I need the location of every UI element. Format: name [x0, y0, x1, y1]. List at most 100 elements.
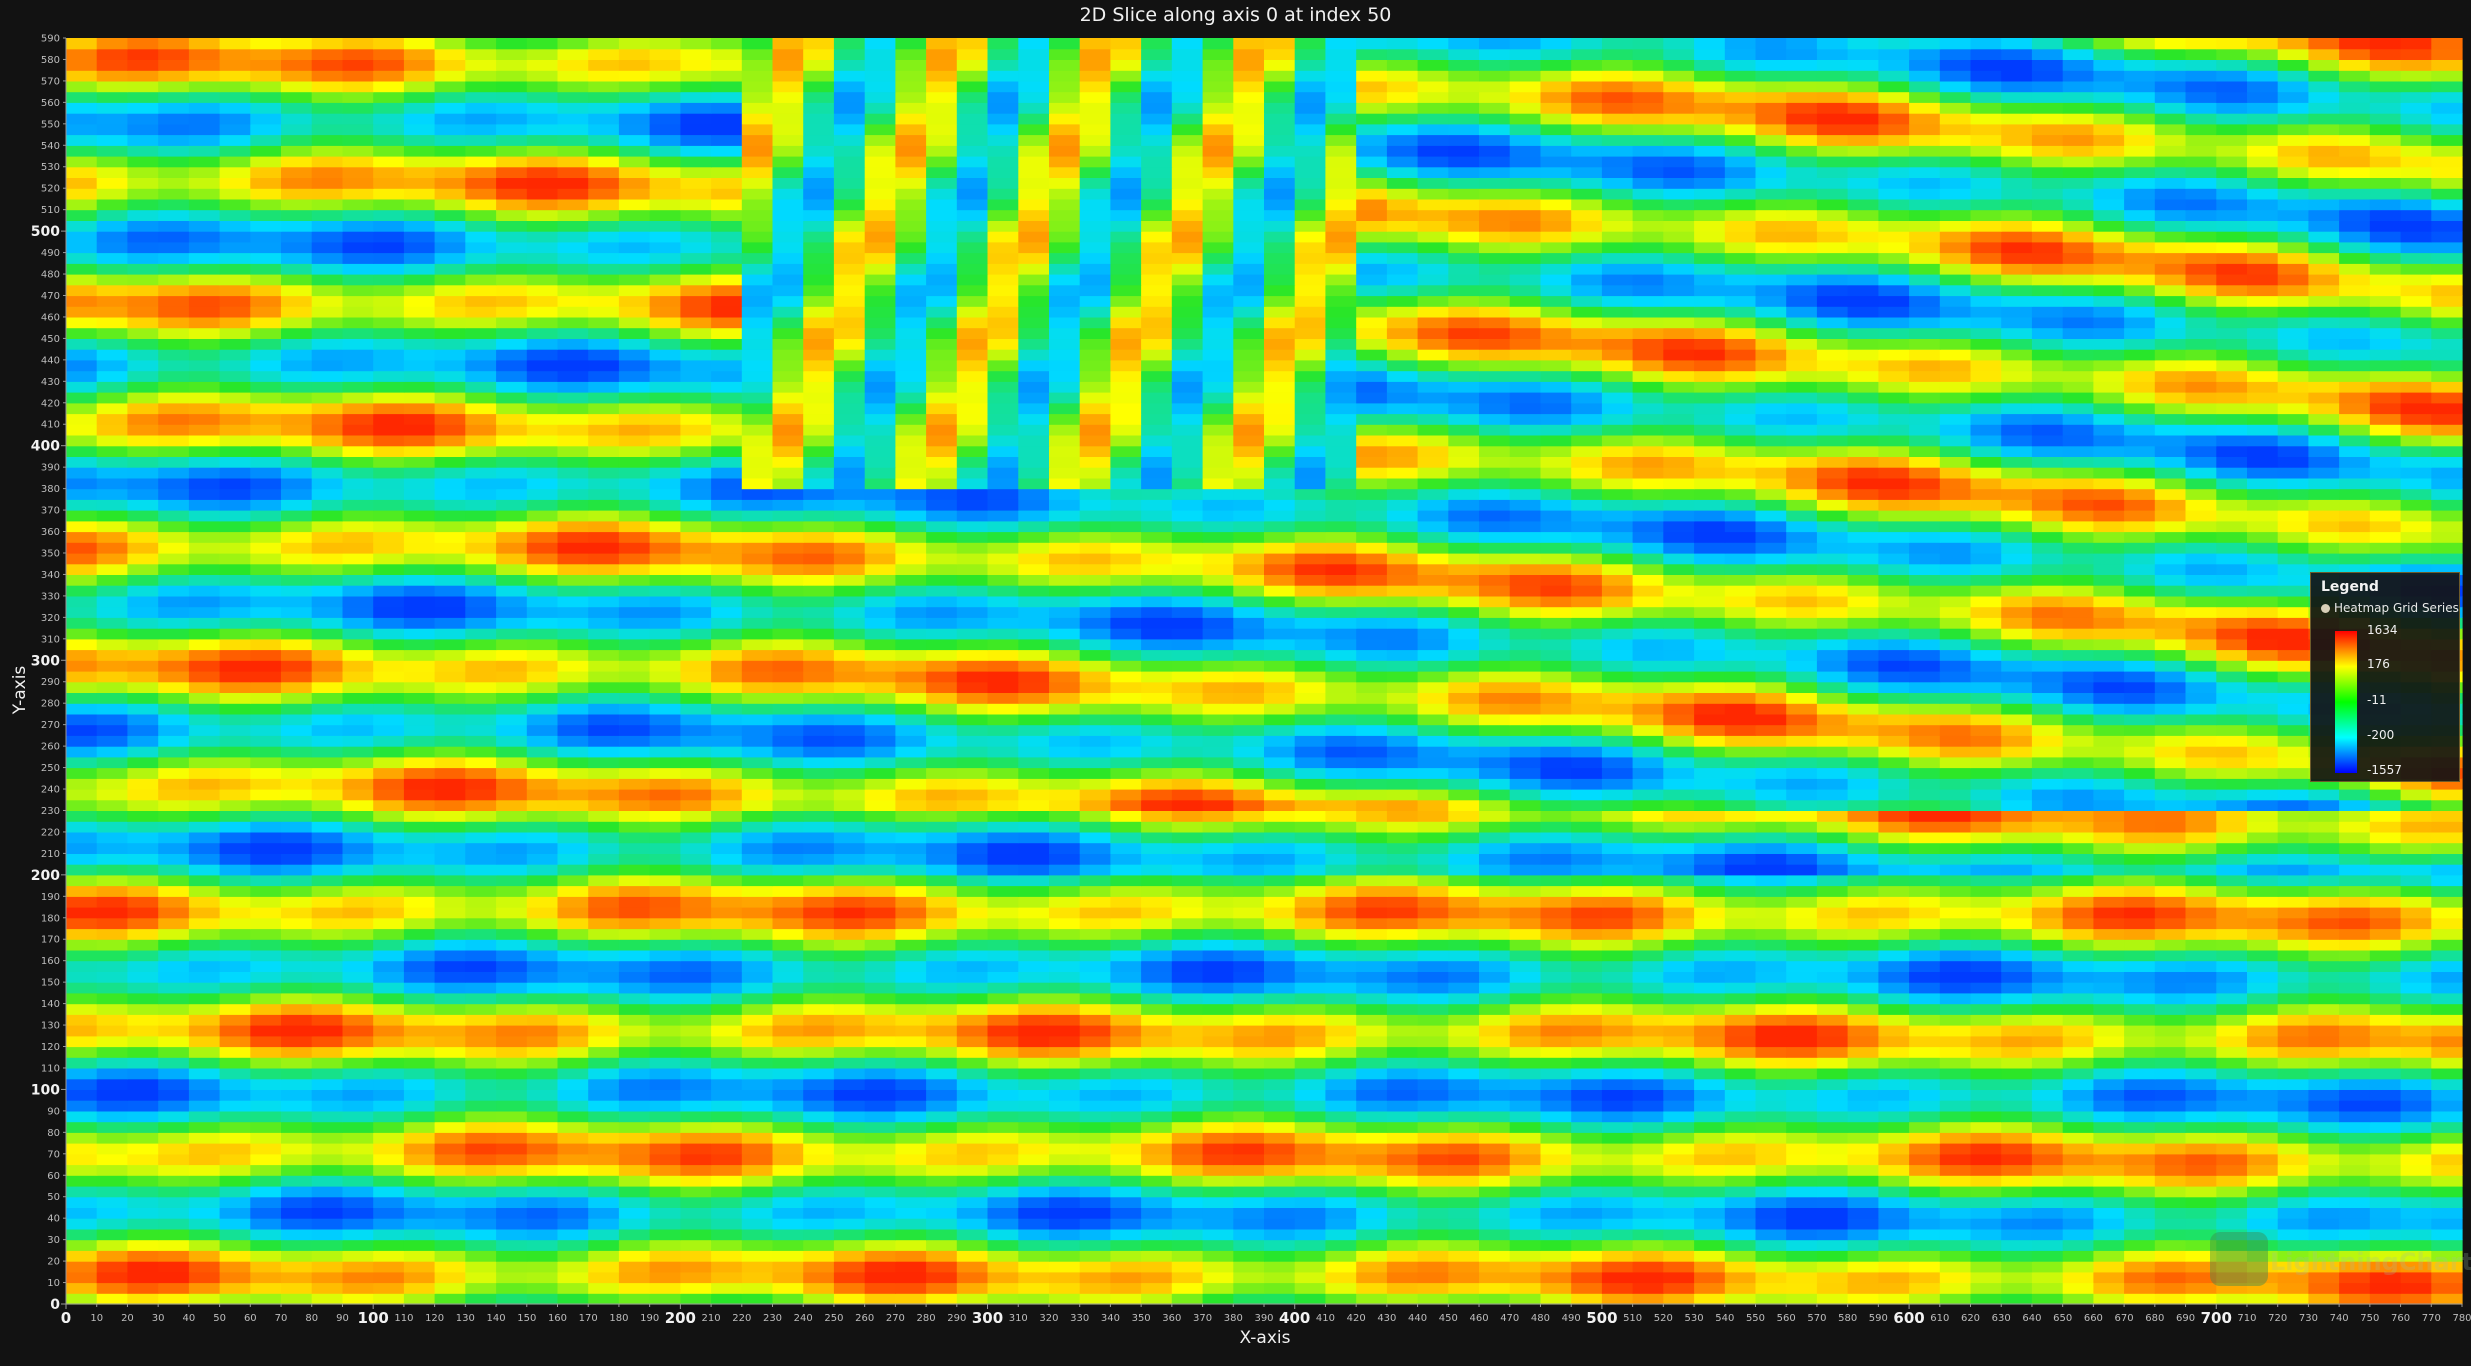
heatmap-cell: [1049, 992, 1081, 1005]
heatmap-cell: [1448, 628, 1480, 640]
heatmap-cell: [588, 789, 620, 801]
heatmap-cell: [1694, 874, 1726, 887]
heatmap-cell: [373, 1186, 405, 1198]
heatmap-cell: [1816, 1089, 1849, 1101]
heatmap-cell: [96, 1110, 128, 1123]
heatmap-cell: [1294, 1046, 1326, 1058]
heatmap-cell: [987, 756, 1019, 769]
heatmap-cell: [1755, 907, 1787, 919]
heatmap-cell: [711, 724, 743, 736]
heatmap-cell: [2431, 907, 2463, 919]
heatmap-cell: [403, 1196, 436, 1208]
heatmap-cell: [926, 1164, 958, 1176]
heatmap-cell: [250, 649, 282, 661]
heatmap-cell: [1448, 1175, 1480, 1187]
heatmap-cell: [2001, 671, 2033, 683]
heatmap-cell: [373, 831, 405, 844]
heatmap-cell: [281, 1078, 313, 1090]
heatmap-cell: [741, 1218, 774, 1230]
heatmap-cell: [96, 649, 128, 661]
heatmap-cell: [434, 735, 466, 747]
heatmap-cell: [1079, 842, 1111, 854]
heatmap-cell: [1632, 1089, 1664, 1101]
heatmap-cell: [2339, 842, 2371, 854]
heatmap-cell: [926, 1057, 958, 1069]
heatmap-cell: [588, 1025, 620, 1037]
heatmap-cell: [1540, 1068, 1572, 1080]
heatmap-cell: [1110, 1293, 1142, 1305]
heatmap-cell: [1909, 917, 1941, 930]
heatmap-cell: [1847, 1186, 1879, 1198]
heatmap-cell: [1356, 896, 1388, 908]
heatmap-cell: [1724, 1282, 1757, 1294]
heatmap-cell: [2001, 1228, 2033, 1241]
heatmap-cell: [1970, 1089, 2002, 1101]
heatmap-cell: [1694, 842, 1726, 854]
heatmap-cell: [2277, 1046, 2309, 1058]
heatmap-cell: [1939, 1121, 1972, 1133]
heatmap-cell: [403, 1207, 436, 1219]
heatmap-cell: [926, 1035, 958, 1048]
heatmap-cell: [833, 735, 866, 747]
heatmap-cell: [2031, 638, 2064, 651]
heatmap-cell: [741, 799, 774, 811]
heatmap-cell: [2154, 746, 2187, 758]
heatmap-cell: [281, 1175, 313, 1187]
heatmap-cell: [1202, 1078, 1234, 1090]
heatmap-cell: [2247, 671, 2279, 683]
heatmap-cell: [1970, 1196, 2002, 1208]
heatmap-cell: [1509, 1196, 1541, 1208]
heatmap-cell: [1202, 767, 1234, 779]
heatmap-cell: [1939, 703, 1972, 715]
heatmap-cell: [465, 767, 497, 779]
heatmap-cell: [2339, 864, 2371, 876]
heatmap-cell: [2124, 799, 2156, 811]
heatmap-cell: [618, 1282, 651, 1294]
heatmap-cell: [1571, 1035, 1603, 1048]
heatmap-cell: [1386, 1100, 1419, 1112]
heatmap-cell: [2185, 638, 2217, 651]
heatmap-cell: [1294, 949, 1326, 962]
heatmap-cell: [465, 1196, 497, 1208]
heatmap-cell: [741, 1186, 774, 1198]
heatmap-cell: [1724, 1121, 1757, 1133]
heatmap-cell: [2431, 896, 2463, 908]
heatmap-cell: [1325, 649, 1357, 661]
heatmap-cell: [1264, 628, 1296, 640]
heatmap-cell: [1724, 1271, 1757, 1284]
heatmap-cell: [1202, 1228, 1234, 1241]
heatmap-cell: [1540, 1078, 1572, 1090]
heatmap-cell: [219, 1068, 251, 1080]
heatmap-cell: [2154, 1207, 2187, 1219]
heatmap-cell: [1479, 949, 1511, 962]
heatmap-cell: [496, 660, 528, 672]
heatmap-cell: [434, 746, 466, 758]
heatmap-cell: [741, 1250, 774, 1262]
heatmap-cell: [158, 671, 190, 683]
heatmap-cell: [2154, 831, 2187, 844]
heatmap-cell: [127, 1078, 159, 1090]
heatmap-cell: [1786, 853, 1818, 865]
heatmap-cell: [1386, 1293, 1419, 1305]
heatmap-cell: [1233, 767, 1265, 779]
heatmap-cell: [1663, 746, 1695, 758]
heatmap-cell: [864, 864, 896, 876]
heatmap-cell: [373, 681, 405, 693]
heatmap-cell: [1816, 649, 1849, 661]
heatmap-cell: [1049, 660, 1081, 672]
heatmap-cell: [1079, 1207, 1111, 1219]
heatmap-cell: [496, 1014, 528, 1026]
heatmap-cell: [772, 1046, 804, 1058]
heatmap-cell: [188, 649, 221, 661]
heatmap-cell: [373, 692, 405, 704]
heatmap-cell: [2001, 1132, 2033, 1144]
heatmap-cell: [127, 864, 159, 876]
heatmap-cell: [2124, 713, 2156, 726]
heatmap-cell: [987, 971, 1019, 983]
heatmap-cell: [1018, 617, 1050, 629]
heatmap-cell: [2247, 638, 2279, 651]
heatmap-cell: [987, 1196, 1019, 1208]
heatmap-cell: [1417, 939, 1449, 951]
heatmap-cell: [219, 842, 251, 854]
